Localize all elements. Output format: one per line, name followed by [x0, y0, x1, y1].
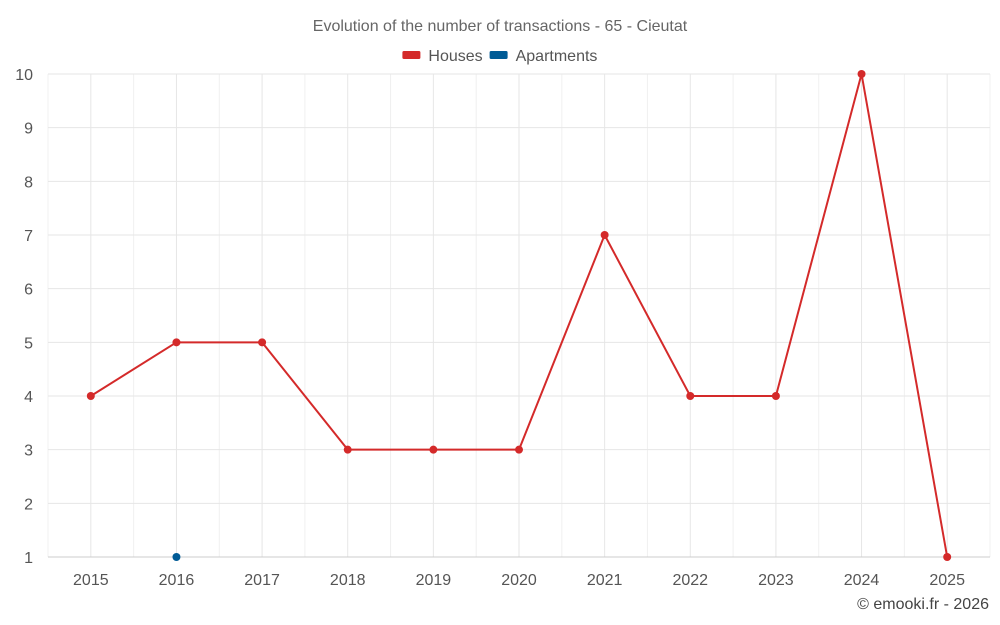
- grid: [47, 73, 991, 558]
- data-point-houses: [172, 338, 181, 347]
- y-tick-label: 7: [24, 228, 33, 245]
- x-tick-label: 2019: [416, 572, 452, 589]
- x-tick-label: 2017: [244, 572, 280, 589]
- data-point-houses: [343, 445, 352, 454]
- legend-swatch-houses: [402, 51, 421, 59]
- x-tick-label: 2024: [844, 572, 880, 589]
- x-tick-label: 2025: [929, 572, 965, 589]
- y-tick-label: 4: [24, 389, 33, 406]
- data-point-houses: [600, 231, 609, 239]
- legend-label-houses: Houses: [428, 48, 482, 65]
- data-point-houses: [943, 553, 952, 561]
- data-point-houses: [515, 445, 523, 454]
- x-tick-label: 2015: [73, 572, 109, 589]
- data-point-apartments: [172, 553, 181, 561]
- legend-swatch-apartments: [489, 51, 508, 59]
- y-tick-label: 8: [24, 174, 33, 191]
- data-point-houses: [686, 392, 695, 400]
- legend: Houses Apartments: [402, 48, 597, 65]
- series-houses: [86, 70, 952, 561]
- data-point-houses: [86, 392, 95, 400]
- x-tick-label: 2022: [672, 572, 708, 589]
- y-tick-label: 9: [24, 121, 33, 138]
- x-tick-label: 2023: [758, 572, 794, 589]
- x-tick-label: 2018: [330, 572, 366, 589]
- y-axis-ticks: 1 2 3 4 5 6 7 8 9 10: [15, 67, 33, 567]
- y-tick-label: 5: [24, 335, 33, 352]
- data-point-houses: [258, 338, 267, 347]
- series: [86, 70, 952, 561]
- series-apartments: [172, 553, 181, 561]
- legend-label-apartments: Apartments: [516, 48, 598, 65]
- y-tick-label: 3: [24, 443, 33, 460]
- chart-title: Evolution of the number of transactions …: [313, 18, 688, 35]
- data-point-houses: [429, 445, 438, 454]
- legend-item-apartments: Apartments: [489, 48, 598, 65]
- x-tick-label: 2020: [501, 572, 537, 589]
- credit-text: © emooki.fr - 2026: [857, 596, 989, 613]
- y-tick-label: 1: [24, 550, 33, 567]
- legend-item-houses: Houses: [402, 48, 483, 65]
- data-point-houses: [771, 392, 780, 400]
- x-axis-ticks: 2015 2016 2017 2018 2019 2020 2021 2022 2023 2024…: [73, 572, 965, 589]
- y-tick-label: 10: [15, 67, 33, 84]
- data-point-houses: [857, 70, 866, 78]
- y-tick-label: 6: [24, 282, 33, 299]
- x-tick-label: 2021: [587, 572, 623, 589]
- x-tick-label: 2016: [159, 572, 195, 589]
- y-tick-label: 2: [24, 496, 33, 513]
